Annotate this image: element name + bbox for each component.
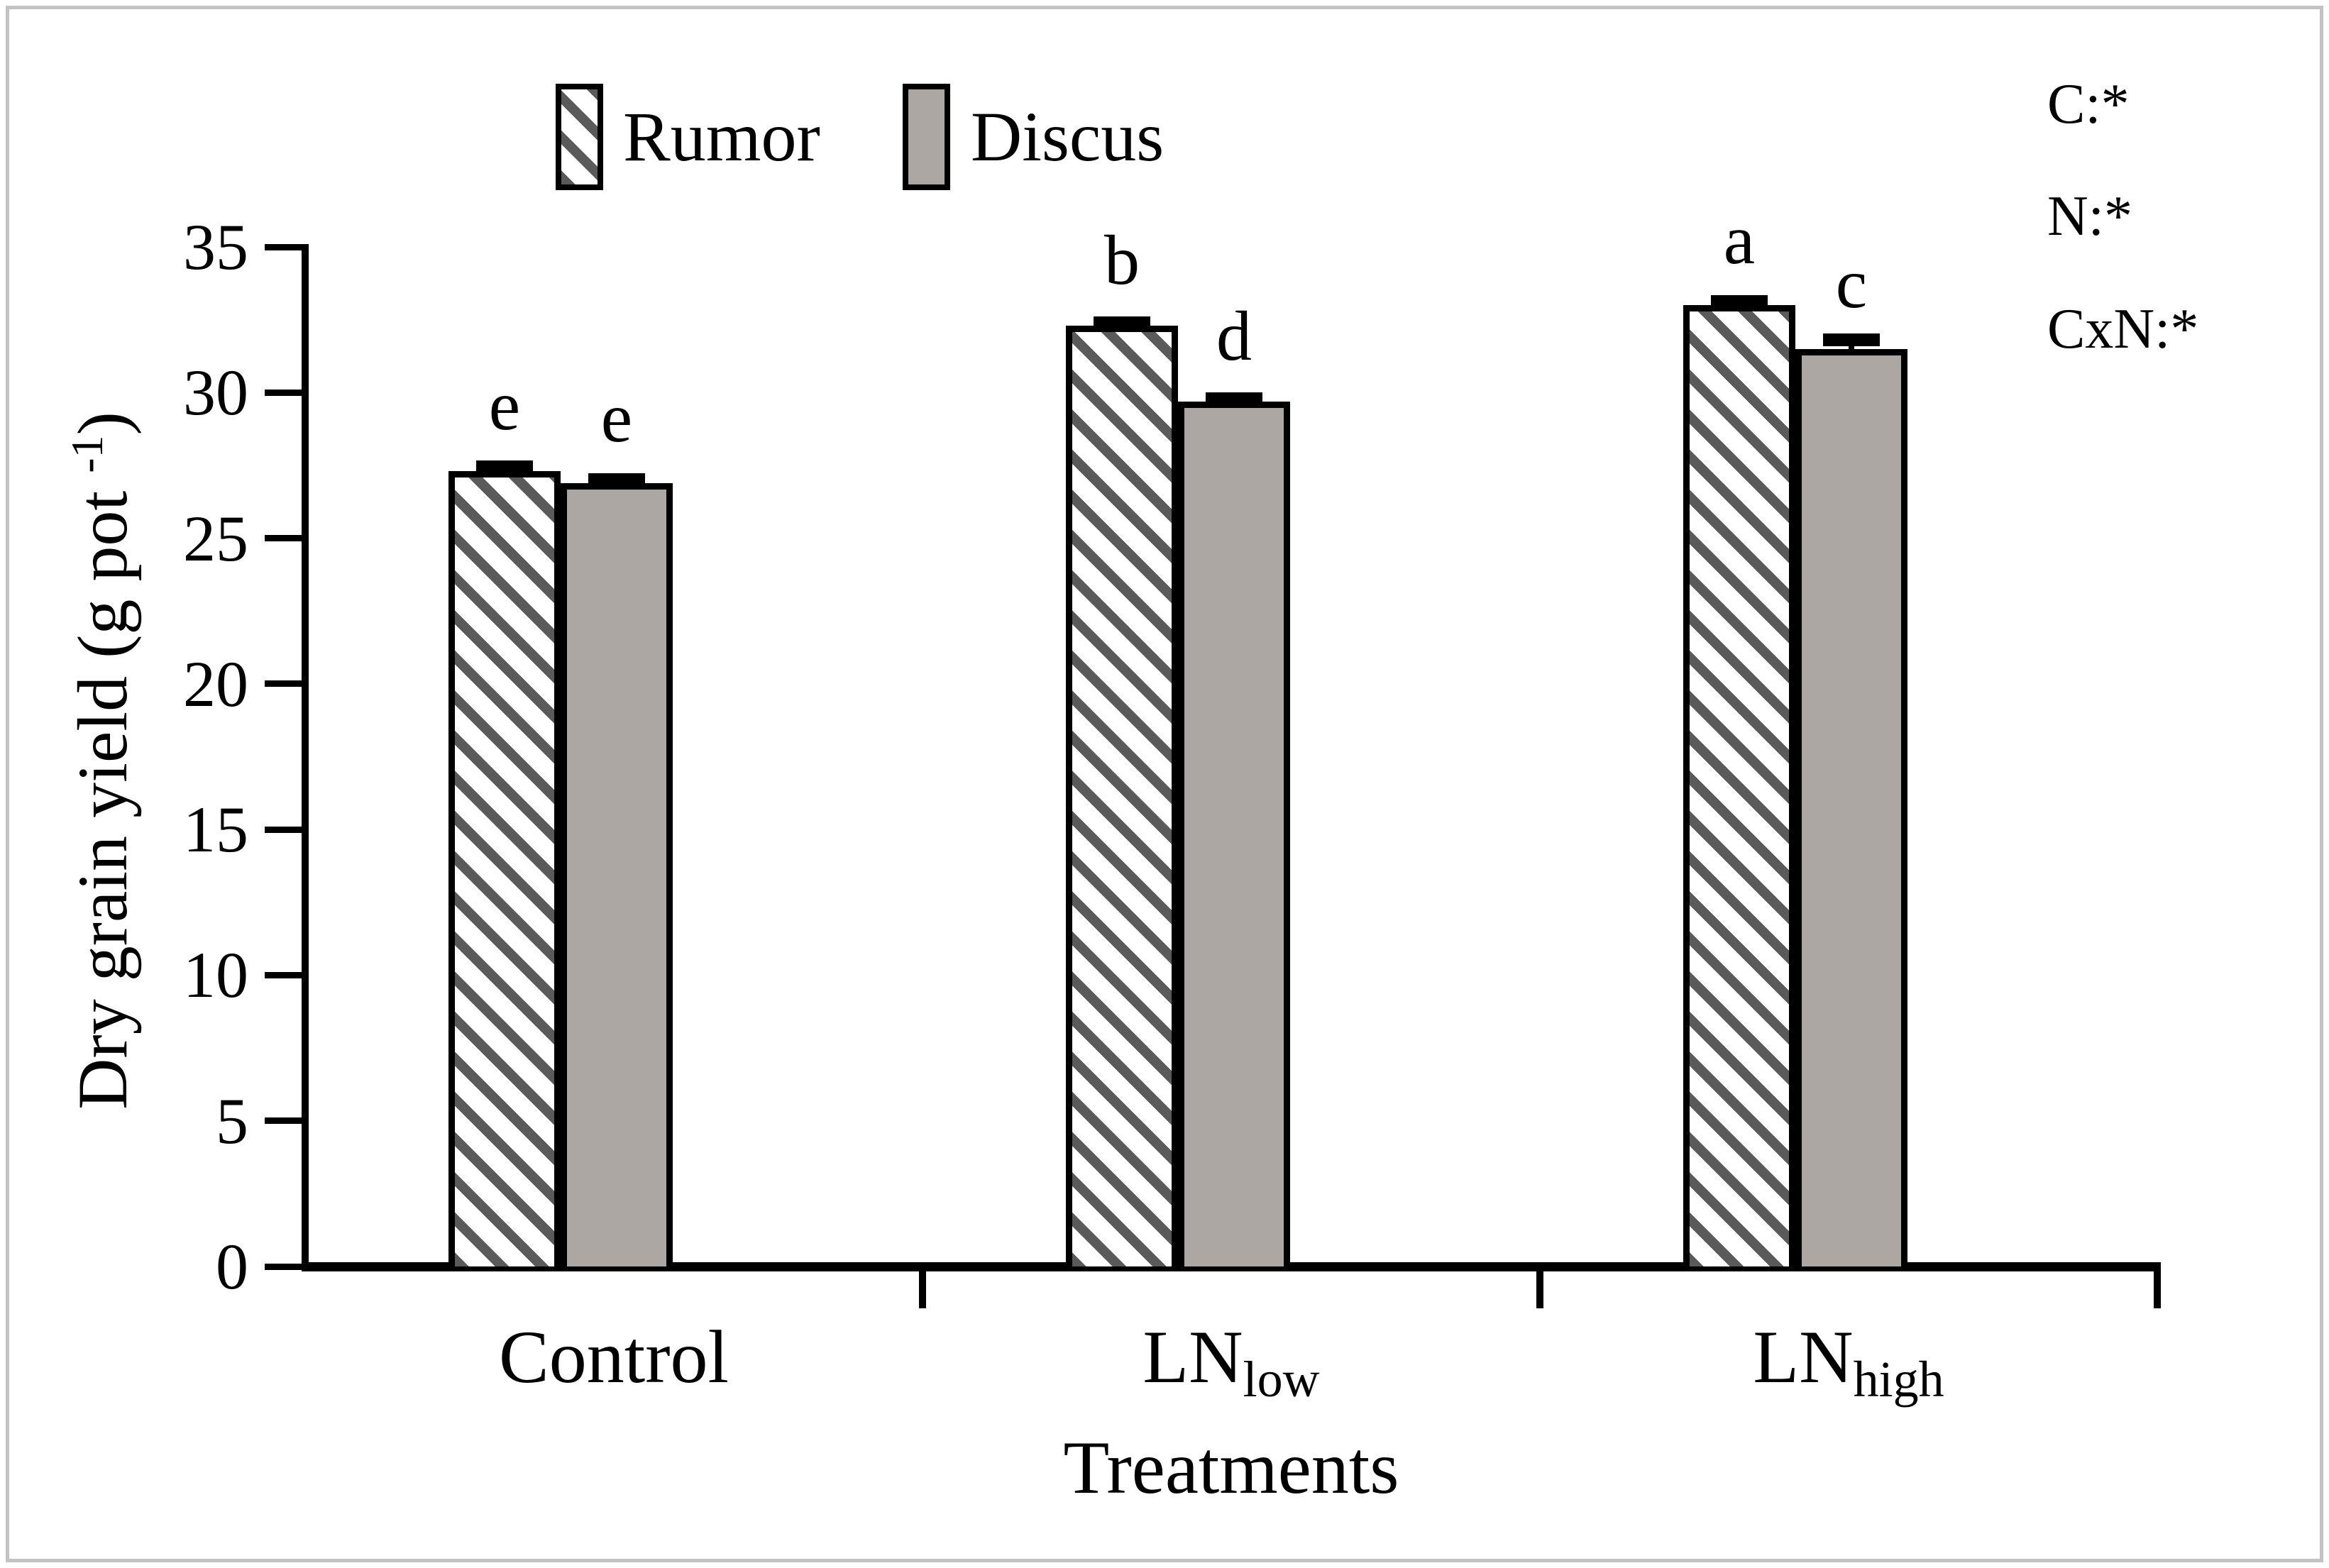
error-bar-cap <box>1711 295 1768 309</box>
y-tick-label-30: 30 <box>183 356 248 429</box>
error-bar-cap <box>1206 392 1262 406</box>
y-axis-line <box>302 244 309 1271</box>
sig-letter-c: c <box>1835 243 1868 323</box>
figure-border <box>6 6 2323 1562</box>
sig-letter-b: b <box>1104 220 1140 299</box>
bar-rumor-control <box>448 471 561 1266</box>
error-bar-cap <box>1094 316 1150 329</box>
annotation-n: N:* <box>2047 185 2132 248</box>
y-tick-label-15: 15 <box>183 793 248 866</box>
legend-label-rumor: Rumor <box>623 97 820 176</box>
sig-letter-e: e <box>488 366 521 446</box>
x-category-subscript: high <box>1853 1351 1944 1408</box>
x-category-base: Control <box>499 1315 729 1398</box>
x-category-label-lnlow: LNlow <box>983 1314 1480 1408</box>
sig-letter-e: e <box>600 377 633 457</box>
x-axis-tick-3 <box>2154 1271 2161 1308</box>
error-bar-cap <box>1823 333 1880 347</box>
bar-discus-lnlow <box>1178 401 1290 1266</box>
y-tick-label-10: 10 <box>183 939 248 1012</box>
x-category-base: LN <box>1753 1315 1854 1398</box>
legend-label-discus: Discus <box>971 97 1164 176</box>
bar-discus-control <box>561 482 673 1266</box>
y-tick-label-5: 5 <box>216 1084 248 1157</box>
legend-swatch-discus <box>903 84 950 190</box>
legend-swatch-rumor <box>556 84 603 190</box>
x-category-label-lnhigh: LNhigh <box>1600 1314 2097 1408</box>
y-tick-20 <box>265 680 305 688</box>
y-tick-25 <box>265 535 305 542</box>
sig-letter-d: d <box>1216 296 1252 375</box>
y-tick-5 <box>265 1117 305 1125</box>
sig-letter-a: a <box>1723 200 1756 280</box>
bar-rumor-lnlow <box>1066 325 1178 1266</box>
y-tick-15 <box>265 826 305 833</box>
annotation-cxn: CxN:* <box>2047 298 2199 360</box>
y-tick-0 <box>265 1263 305 1270</box>
bar-rumor-lnhigh <box>1683 305 1795 1266</box>
x-axis-tick-1 <box>919 1271 926 1308</box>
bar-discus-lnhigh <box>1795 348 1907 1266</box>
y-tick-label-20: 20 <box>183 647 248 720</box>
x-axis-title: Treatments <box>1063 1426 1399 1509</box>
y-tick-30 <box>265 389 305 396</box>
annotation-c: C:* <box>2047 73 2130 136</box>
error-bar-cap <box>476 460 533 473</box>
x-category-subscript: low <box>1243 1351 1320 1408</box>
y-tick-label-0: 0 <box>216 1230 248 1303</box>
y-tick-10 <box>265 971 305 978</box>
x-category-label-control: Control <box>365 1314 862 1401</box>
y-tick-label-35: 35 <box>183 211 248 283</box>
x-category-base: LN <box>1143 1315 1243 1398</box>
y-tick-35 <box>265 243 305 250</box>
x-axis-tick-2 <box>1536 1271 1543 1308</box>
y-tick-label-25: 25 <box>183 502 248 575</box>
error-bar-cap <box>588 473 645 487</box>
y-axis-title-superscript: -1 <box>62 435 112 473</box>
